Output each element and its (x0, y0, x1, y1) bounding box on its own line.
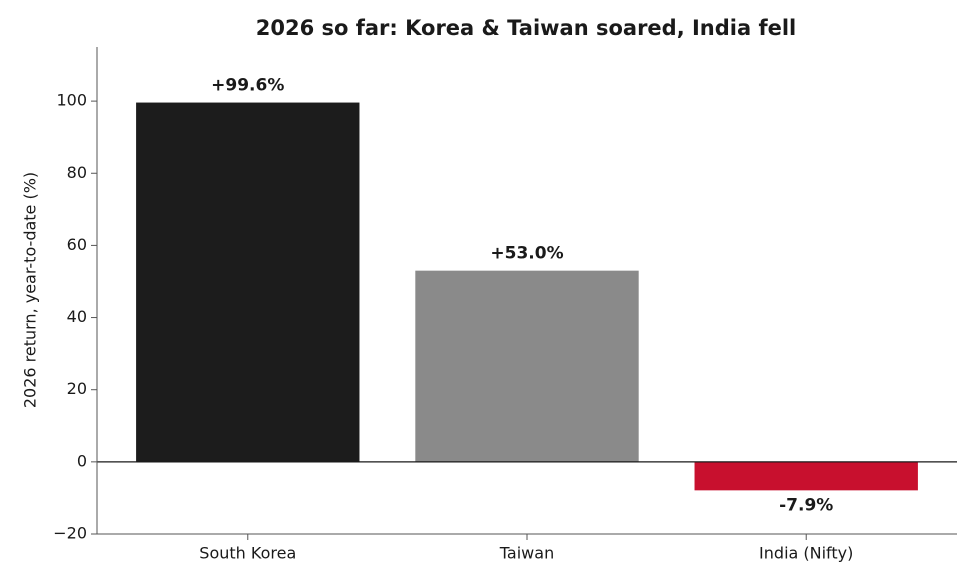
y-tick-label: 40 (67, 307, 87, 326)
value-label: +99.6% (211, 76, 284, 96)
chart-title: 2026 so far: Korea & Taiwan soared, Indi… (256, 16, 797, 40)
y-tick-label: 80 (67, 163, 87, 182)
value-label: +53.0% (490, 244, 563, 264)
y-tick-label: 0 (77, 451, 87, 470)
y-tick-label: 60 (67, 235, 87, 254)
y-axis-label: 2026 return, year-to-date (%) (21, 172, 40, 408)
bar (136, 102, 360, 462)
y-tick-label: −20 (53, 524, 87, 543)
x-tick-label: India (Nifty) (759, 544, 853, 563)
value-label: -7.9% (779, 495, 833, 515)
y-tick-label: 100 (56, 91, 87, 110)
x-tick-label: Taiwan (499, 544, 554, 563)
y-tick-label: 20 (67, 379, 87, 398)
bar (694, 461, 918, 491)
x-tick-label: South Korea (199, 544, 296, 563)
bar (415, 270, 639, 462)
